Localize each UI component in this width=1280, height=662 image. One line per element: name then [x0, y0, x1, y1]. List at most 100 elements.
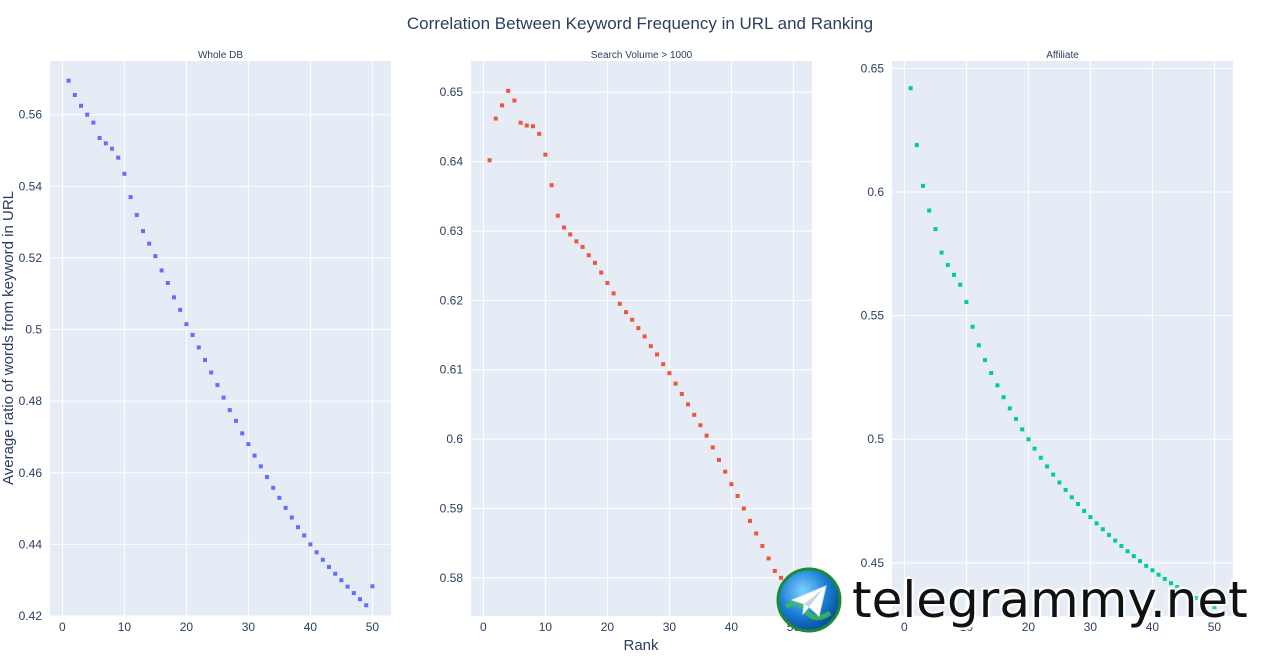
data-point — [358, 597, 362, 602]
data-point — [184, 322, 189, 327]
plot-area — [471, 61, 812, 616]
data-point — [698, 423, 703, 428]
data-point — [234, 418, 238, 423]
y-tick-label: 0.61 — [440, 363, 464, 377]
data-point — [945, 262, 950, 267]
data-point — [314, 550, 319, 555]
data-point — [958, 282, 963, 287]
data-point — [252, 453, 257, 458]
data-point — [543, 152, 548, 157]
data-point — [1138, 559, 1142, 564]
y-tick-label: 0.65 — [440, 85, 464, 99]
data-point — [983, 358, 987, 363]
data-point — [964, 300, 969, 305]
data-point — [586, 253, 591, 258]
y-tick-label: 0.64 — [440, 155, 464, 169]
data-point — [215, 383, 220, 388]
data-point — [908, 86, 913, 91]
data-point — [277, 495, 282, 500]
data-point — [754, 531, 759, 536]
data-point — [1094, 521, 1099, 526]
data-point — [748, 518, 752, 523]
data-point — [574, 239, 579, 244]
data-point — [110, 146, 114, 151]
y-tick-label: 0.6 — [446, 432, 463, 446]
data-point — [518, 120, 523, 125]
data-point — [729, 482, 734, 487]
data-point — [766, 556, 771, 561]
y-tick-label: 0.42 — [19, 609, 43, 623]
data-point — [1125, 549, 1130, 554]
data-point — [302, 533, 307, 538]
data-point — [1082, 508, 1087, 513]
data-point — [921, 183, 925, 188]
data-point — [1032, 446, 1037, 451]
data-point — [599, 270, 604, 275]
data-point — [271, 485, 276, 490]
data-point — [667, 371, 672, 376]
data-point — [141, 229, 145, 234]
data-point — [1045, 464, 1049, 469]
data-point — [642, 334, 647, 339]
subplot-1: 0 10 20 30 40 50 0.42 0.44 0.46 0.48 0.5 0.52 0.54 0.… — [19, 50, 391, 634]
x-tick-label: 0 — [480, 620, 487, 634]
data-point — [1169, 581, 1173, 586]
x-tick-label: 30 — [242, 620, 256, 634]
data-point — [1119, 544, 1124, 549]
data-point — [549, 183, 554, 188]
y-tick-label: 0.52 — [19, 251, 43, 265]
data-point — [506, 88, 511, 93]
data-point — [1026, 437, 1031, 442]
y-tick-label: 0.5 — [867, 432, 884, 446]
y-tick-label: 0.56 — [19, 108, 43, 122]
x-tick-label: 20 — [601, 620, 615, 634]
data-point — [1100, 527, 1105, 532]
data-point — [1187, 592, 1192, 597]
y-tick-label: 0.5 — [25, 323, 42, 337]
data-point — [611, 291, 616, 296]
data-point — [159, 268, 164, 273]
data-point — [203, 357, 207, 362]
y-axis-label: Average ratio of words from keyword in U… — [0, 191, 17, 485]
data-point — [779, 575, 783, 580]
y-tick-label: 0.45 — [861, 556, 885, 570]
data-point — [165, 281, 170, 285]
data-point — [246, 442, 251, 447]
data-point — [265, 475, 269, 480]
watermark-text: telegrammy.net — [852, 571, 1248, 629]
data-point — [568, 232, 573, 237]
data-point — [710, 445, 715, 450]
y-tick-label: 0.59 — [440, 501, 464, 515]
data-point — [1020, 427, 1025, 432]
data-point — [1001, 395, 1006, 400]
data-point — [196, 345, 201, 350]
data-point — [493, 116, 498, 121]
data-point — [989, 370, 994, 375]
data-point — [1038, 455, 1043, 460]
chart-title: Correlation Between Keyword Frequency in… — [407, 14, 873, 33]
data-point — [741, 506, 746, 511]
data-point — [686, 402, 690, 407]
x-tick-label: 50 — [366, 620, 380, 634]
data-point — [1212, 605, 1217, 610]
data-point — [952, 272, 956, 277]
data-point — [296, 525, 300, 530]
data-point — [624, 310, 628, 315]
data-point — [1063, 487, 1068, 492]
data-point — [1181, 588, 1186, 593]
data-point — [345, 584, 350, 589]
data-point — [283, 505, 288, 510]
data-point — [933, 227, 938, 232]
plot-area — [892, 61, 1233, 616]
data-point — [487, 158, 492, 163]
x-tick-label: 40 — [304, 620, 318, 634]
data-point — [364, 603, 369, 608]
data-point — [339, 578, 344, 583]
data-point — [1057, 480, 1062, 485]
x-tick-label: 50 — [1208, 620, 1222, 634]
data-point — [308, 542, 313, 547]
data-point — [1088, 515, 1093, 520]
data-point — [178, 307, 183, 312]
data-point — [1156, 572, 1161, 577]
